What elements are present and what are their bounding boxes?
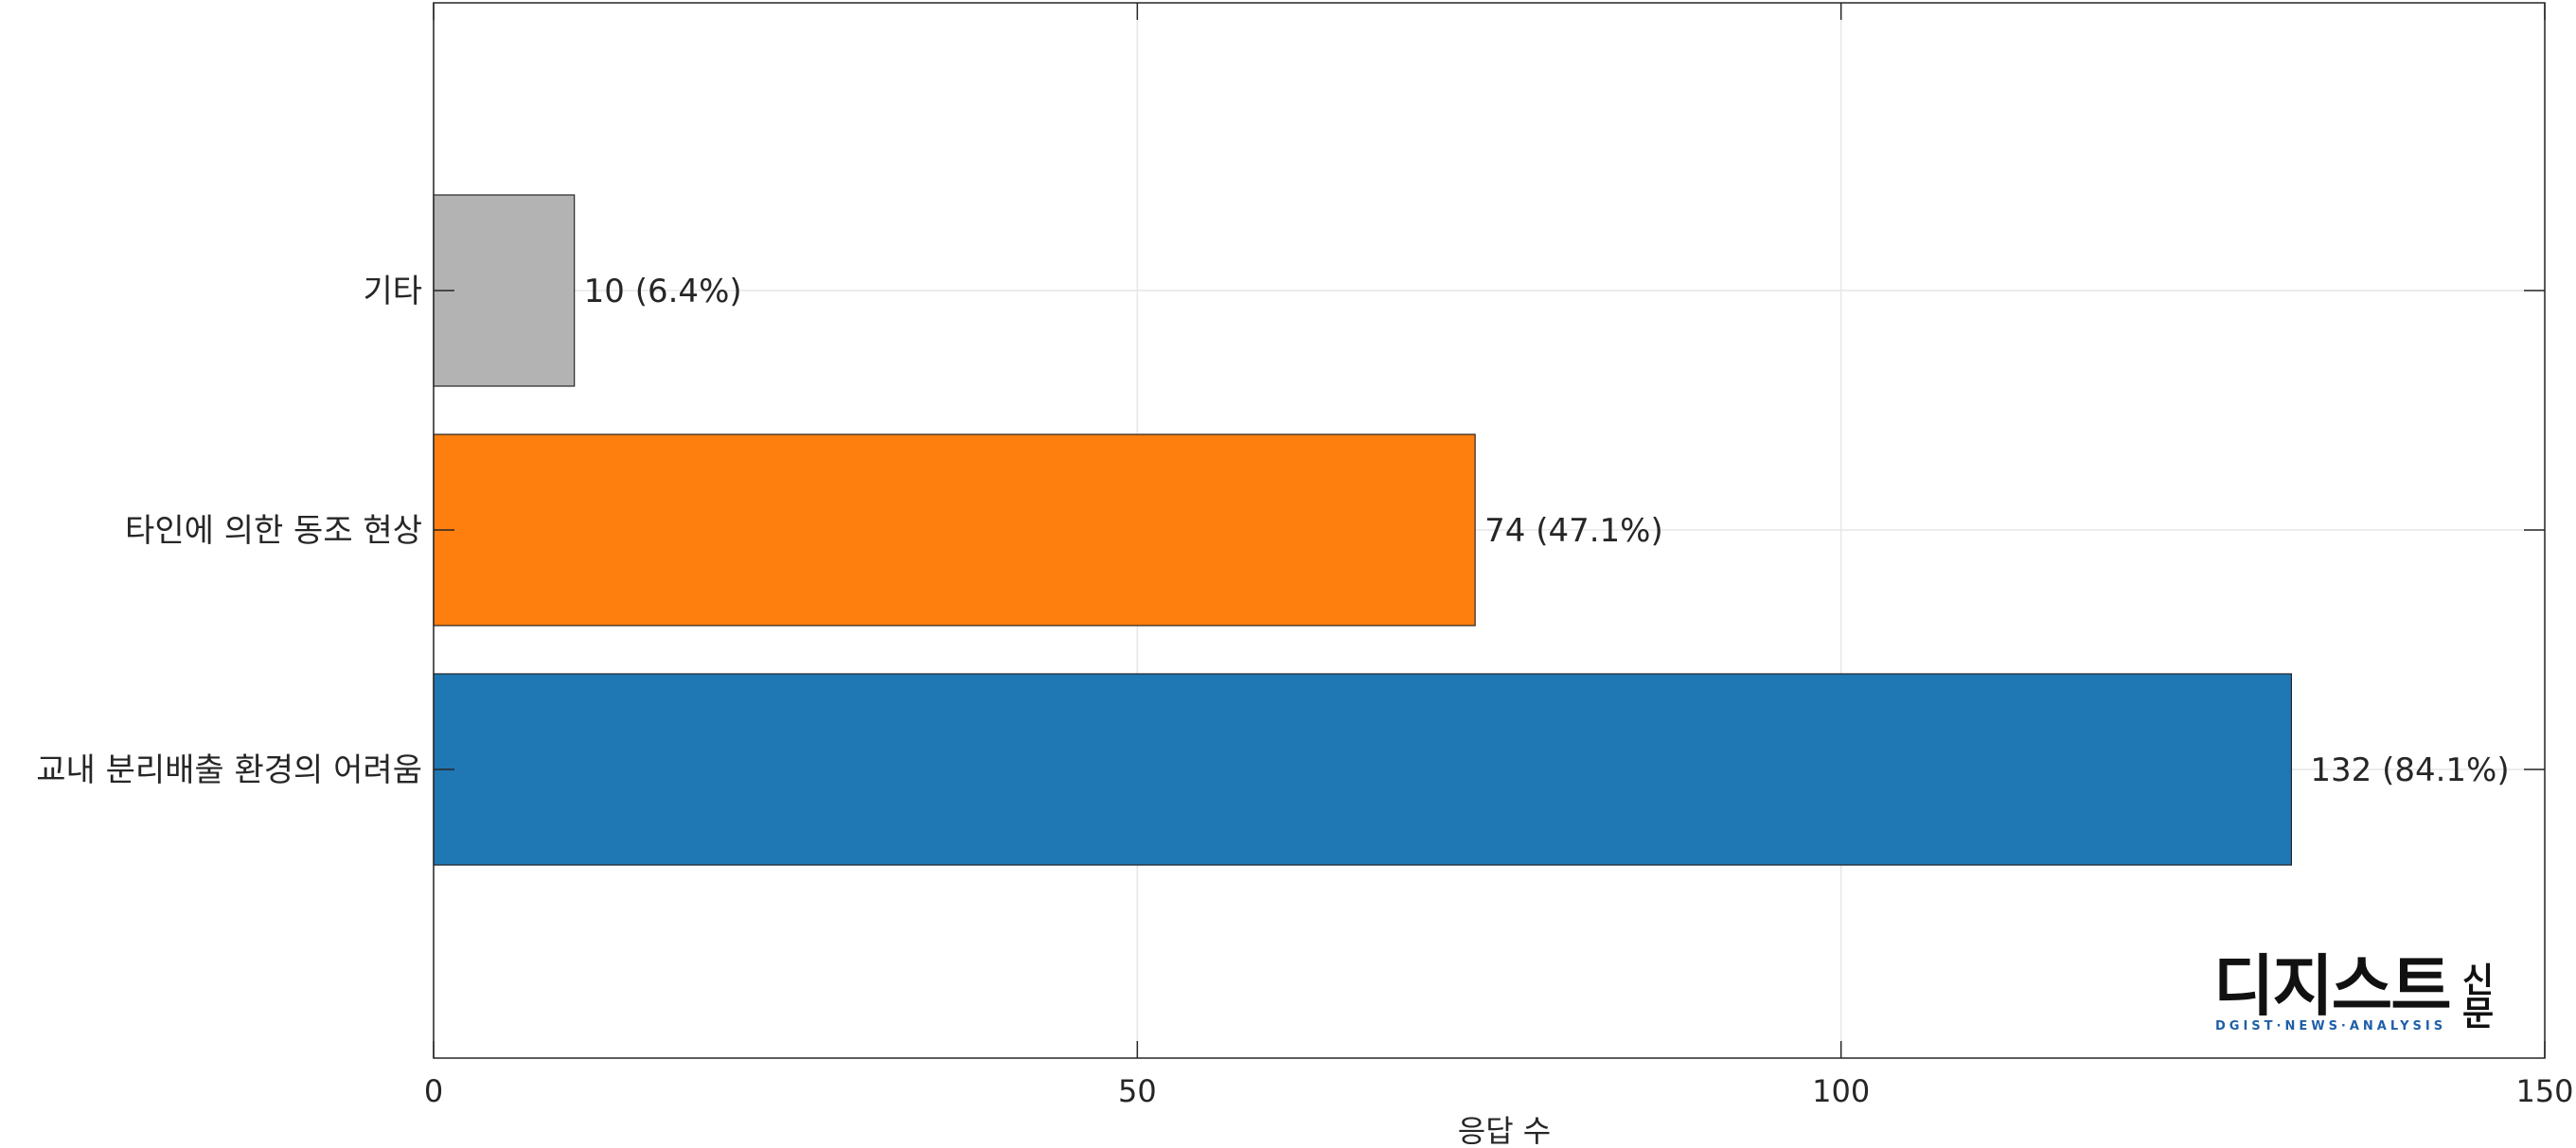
bars-group (433, 194, 2293, 866)
logo-side-text-bottom: 문 (2462, 995, 2494, 1033)
data-label: 74 (47.1%) (1484, 512, 1663, 550)
x-axis-label: 응답 수 (1458, 1113, 1552, 1148)
x-tick-label: 0 (424, 1073, 443, 1109)
logo-side-text-top: 신 (2462, 962, 2494, 1000)
bar (433, 433, 1476, 627)
x-tick-labels: 0 50 100 150 (424, 1073, 2574, 1109)
logo: 디지스트 신 문 DGIST·NEWS·ANALYSIS (2213, 947, 2494, 1033)
logo-tagline: DGIST·NEWS·ANALYSIS (2215, 1019, 2446, 1033)
data-labels: 132 (84.1%) 74 (47.1%) 10 (6.4%) (584, 273, 2510, 789)
x-tick-label: 50 (1118, 1073, 1157, 1109)
data-label: 132 (84.1%) (2310, 751, 2509, 789)
x-tick-label: 150 (2515, 1073, 2573, 1109)
y-tick-label: 타인에 의한 동조 현상 (125, 512, 422, 550)
y-tick-label: 교내 분리배출 환경의 어려움 (36, 751, 422, 789)
tick-marks (433, 3, 2546, 1058)
bar (433, 673, 2293, 866)
logo-main-text: 디지스트 (2213, 947, 2450, 1025)
x-tick-label: 100 (1812, 1073, 1870, 1109)
y-tick-label: 기타 (363, 273, 422, 310)
bar (433, 194, 576, 387)
data-label: 10 (6.4%) (584, 273, 742, 310)
y-tick-labels: 교내 분리배출 환경의 어려움 타인에 의한 동조 현상 기타 (36, 273, 422, 789)
